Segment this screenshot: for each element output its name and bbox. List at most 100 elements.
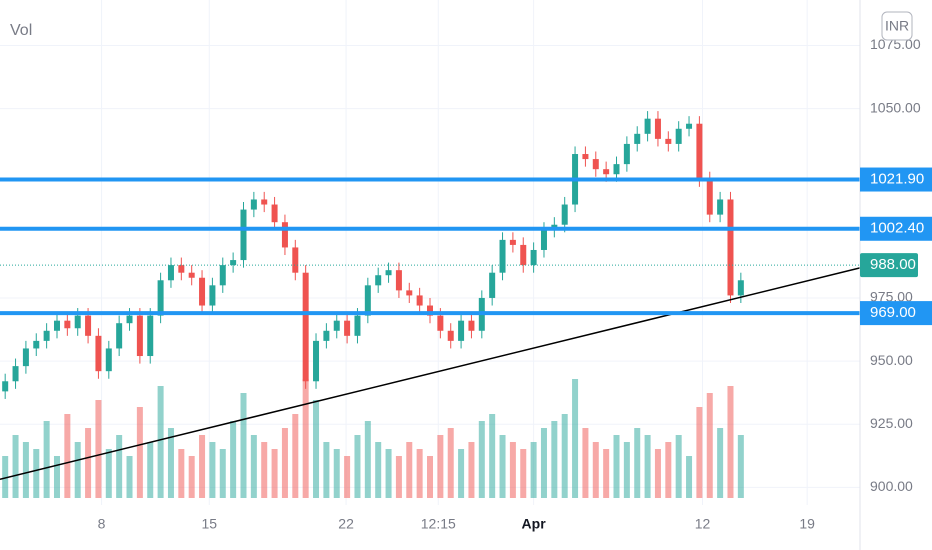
volume-bar (478, 421, 485, 498)
candle-body (333, 320, 340, 331)
overlay-layer (0, 177, 861, 480)
volume-bar (240, 393, 247, 498)
volume-bar (696, 407, 703, 498)
candle-body (385, 270, 392, 276)
currency-badge[interactable] (881, 11, 913, 41)
candle-body (592, 159, 599, 170)
volume-bar (188, 456, 195, 498)
candle-body (271, 204, 278, 223)
candle-body (675, 128, 682, 144)
candle-body (696, 123, 703, 180)
candle-body (665, 138, 672, 144)
volume-bar (292, 414, 299, 498)
volume-bar (147, 442, 154, 498)
volume-bar (406, 442, 413, 498)
candle-body (74, 315, 81, 329)
volume-bar (375, 442, 382, 498)
volume-bar (95, 400, 102, 498)
volume-bar (281, 428, 288, 498)
volume-bar (530, 442, 537, 498)
volume-bar (157, 386, 164, 498)
y-tick-label: 975.00 (870, 289, 913, 305)
candle-body (364, 285, 371, 316)
volume-bar (105, 449, 112, 498)
level-badge (860, 301, 932, 326)
volume-bar (613, 435, 620, 498)
level-badge (860, 167, 932, 192)
x-tick-label: 8 (98, 516, 106, 532)
volume-bar (2, 456, 9, 498)
candle-body (582, 154, 589, 160)
candle-body (737, 280, 744, 296)
volume-bar (364, 421, 371, 498)
candle-body (157, 280, 164, 316)
candle-body (375, 275, 382, 286)
volume-bar (126, 456, 133, 498)
volume-bar (489, 414, 496, 498)
candle-body (230, 260, 237, 266)
volume-bar (686, 456, 693, 498)
volume-bar (261, 442, 268, 498)
candle-body (116, 323, 123, 349)
candle-body (250, 199, 257, 210)
candle-body (33, 340, 40, 349)
last-price-badge (860, 253, 918, 278)
candle-body (654, 118, 661, 139)
volume-bar (199, 435, 206, 498)
candle-body (686, 123, 693, 129)
y-tick-label: 900.00 (870, 478, 913, 494)
level-badge (860, 216, 932, 241)
x-tick-label: 15 (202, 516, 218, 532)
volume-bar (43, 421, 50, 498)
candle-body (2, 381, 9, 392)
volume-bar (675, 435, 682, 498)
x-tick-label: 12 (695, 516, 711, 532)
volume-bar (592, 442, 599, 498)
volume-bar (354, 435, 361, 498)
candle-body (354, 315, 361, 336)
candle-body (64, 320, 71, 329)
level-label: 1021.90 (870, 170, 924, 187)
volume-bar (64, 414, 71, 498)
candle-body (447, 330, 454, 341)
candle-body (530, 249, 537, 266)
volume-bar (603, 449, 610, 498)
candle-body (313, 340, 320, 382)
volume-bar (385, 449, 392, 498)
volume-bar (582, 428, 589, 498)
candle-body (727, 199, 734, 296)
candle-body (561, 204, 568, 225)
volume-bar (717, 428, 724, 498)
candle-body (416, 295, 423, 306)
volume-bar (85, 428, 92, 498)
candle-body (281, 222, 288, 248)
candle-body (468, 320, 475, 331)
candle-body (520, 244, 527, 266)
y-tick-label: 950.00 (870, 352, 913, 368)
candle-body (240, 209, 247, 261)
x-tick-label: Apr (522, 516, 547, 532)
candle-body (178, 265, 185, 273)
volume-bar (302, 379, 309, 498)
candle-body (344, 320, 351, 336)
candle-body (95, 335, 102, 372)
level-label: 969.00 (870, 304, 916, 321)
y-tick-label: 1050.00 (870, 99, 921, 115)
volume-bar (437, 435, 444, 498)
candle-body (12, 366, 19, 382)
x-tick-label: 19 (799, 516, 815, 532)
volume-bar (136, 407, 143, 498)
candle-body (85, 315, 92, 336)
y-tick-label: 925.00 (870, 415, 913, 431)
candle-body (209, 285, 216, 306)
volume-bar (737, 435, 744, 498)
volume-bar (540, 428, 547, 498)
volume-layer (2, 379, 744, 498)
volume-bar (333, 449, 340, 498)
x-tick-label: 12:15 (421, 516, 456, 532)
volume-bar (499, 435, 506, 498)
volume-bar (209, 442, 216, 498)
candle-body (603, 169, 610, 175)
candle-body (105, 348, 112, 372)
